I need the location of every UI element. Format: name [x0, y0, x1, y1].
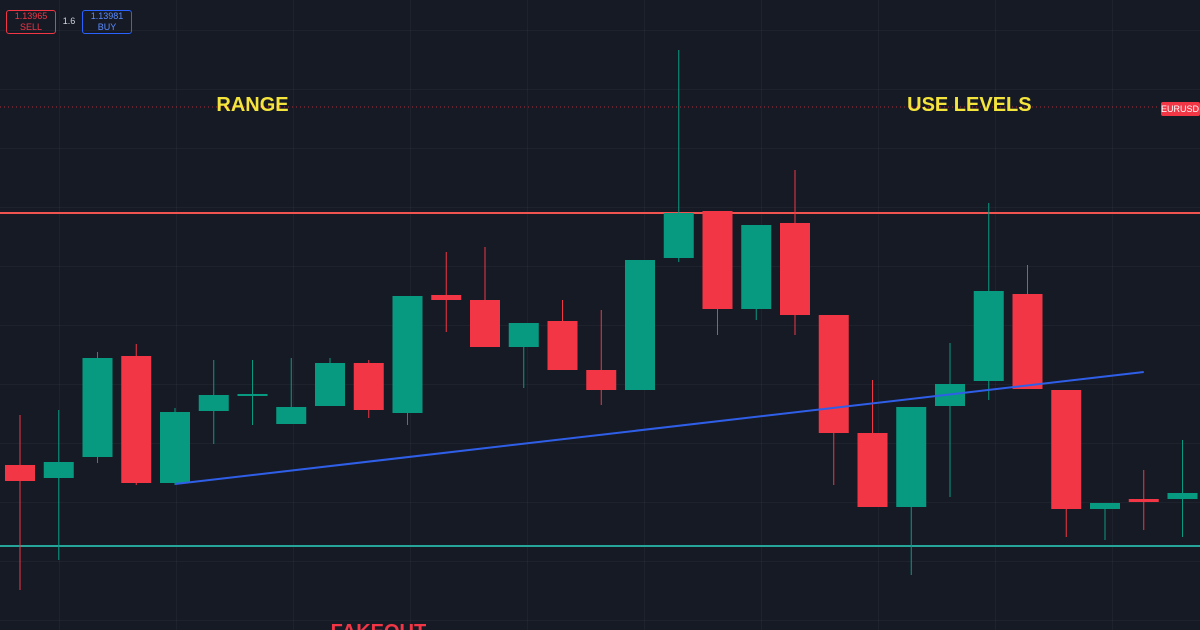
- candle-body: [392, 296, 423, 413]
- sell-label: SELL: [19, 22, 43, 32]
- candle-body: [586, 370, 617, 390]
- candle-body: [702, 211, 733, 309]
- candle-body: [353, 363, 384, 410]
- candle-body: [198, 395, 229, 411]
- candle-body: [82, 358, 113, 457]
- candle-body: [818, 315, 849, 433]
- annotation: FAKEOUT: [331, 621, 427, 630]
- candle-body: [1051, 390, 1082, 509]
- candle-body: [973, 291, 1004, 381]
- candle-body: [160, 412, 190, 483]
- candle-body: [43, 462, 74, 478]
- buy-button[interactable]: 1.13981 BUY: [82, 10, 132, 34]
- candle-body: [1012, 294, 1043, 389]
- candle-body: [663, 213, 694, 258]
- buy-label: BUY: [97, 22, 117, 32]
- candle-body: [470, 300, 500, 347]
- annotation: RANGE: [216, 94, 288, 116]
- candle-body: [1128, 499, 1159, 502]
- symbol-tag: EURUSD: [1161, 104, 1200, 114]
- candle-body: [431, 295, 462, 300]
- candle-body: [1167, 493, 1198, 499]
- trendline: [174, 371, 1144, 485]
- candle-body: [780, 223, 810, 315]
- annotation: USE LEVELS: [907, 94, 1031, 116]
- sell-button[interactable]: 1.13965 SELL: [6, 10, 56, 34]
- candle-body: [315, 363, 345, 406]
- candle-body: [237, 394, 268, 396]
- candle-body: [121, 356, 152, 483]
- candle-body: [896, 407, 927, 507]
- symbol-tag-box: [1161, 102, 1200, 116]
- spread: 1.6: [62, 16, 76, 26]
- sell-price: 1.13965: [14, 11, 48, 21]
- candle-body: [1090, 503, 1120, 509]
- candle-body: [5, 465, 35, 481]
- buy-price: 1.13981: [90, 11, 124, 21]
- candle-body: [276, 407, 307, 424]
- candle-body: [547, 321, 578, 370]
- candle-body: [857, 433, 888, 507]
- candle-body: [741, 225, 772, 309]
- candle-body: [625, 260, 655, 390]
- candle-body: [508, 323, 539, 347]
